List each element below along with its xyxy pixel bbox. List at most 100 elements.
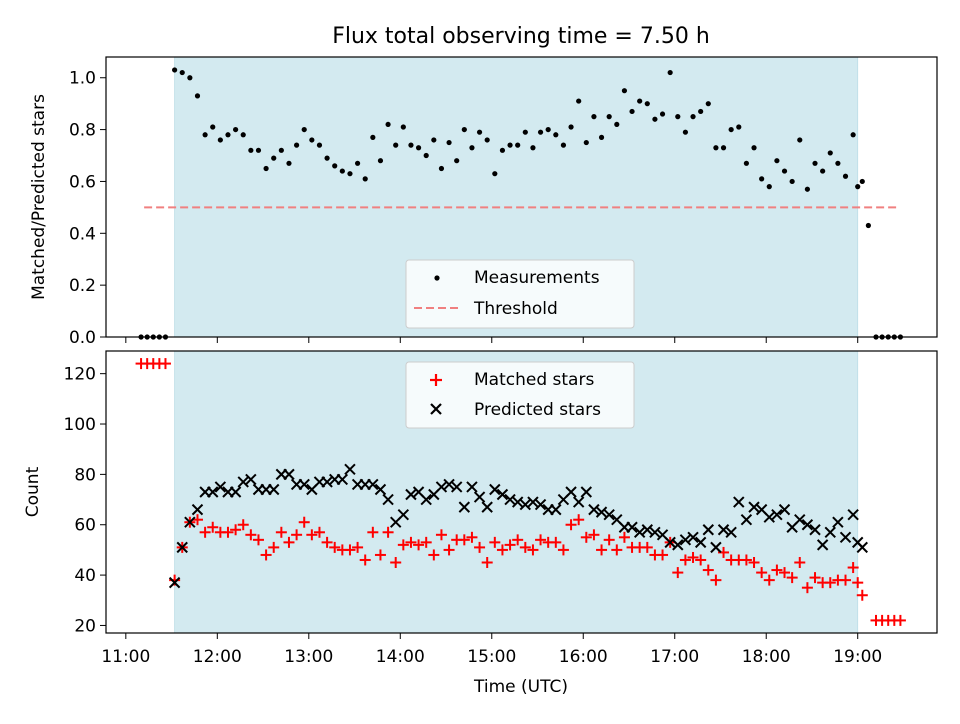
matched-star-point bbox=[852, 577, 864, 589]
predicted-star-point bbox=[725, 526, 737, 538]
matched-star-point bbox=[245, 529, 257, 541]
matched-star-point bbox=[801, 582, 813, 594]
measurement-point bbox=[423, 152, 429, 159]
measurement-point bbox=[301, 126, 307, 133]
matched-star-point bbox=[367, 526, 379, 538]
measurements-legend-label: Measurements bbox=[474, 268, 600, 288]
matched-star-point bbox=[313, 526, 325, 538]
measurement-point bbox=[454, 158, 460, 164]
matched-star-point bbox=[344, 544, 356, 556]
count-y-tick-label: 20 bbox=[74, 616, 96, 636]
counts-legend: Matched stars Predicted stars bbox=[405, 361, 635, 429]
matched-star-point bbox=[420, 536, 432, 548]
predicted-star-point bbox=[733, 496, 745, 508]
time-x-tick-label: 16:00 bbox=[559, 647, 608, 667]
predicted-star-point bbox=[504, 493, 516, 506]
matched-star-point bbox=[199, 526, 211, 538]
predicted-star-point bbox=[763, 511, 775, 523]
ratio-y-tick-label: 0.8 bbox=[69, 121, 96, 141]
measurement-point bbox=[606, 114, 612, 120]
time-x-tick-label: 17:00 bbox=[650, 647, 699, 667]
matched-star-point bbox=[237, 519, 249, 531]
measurement-point bbox=[278, 147, 284, 153]
predicted-star-point bbox=[748, 501, 760, 513]
counts-panel-frame bbox=[105, 350, 938, 634]
predicted-star-point bbox=[382, 493, 394, 506]
predicted-star-point bbox=[511, 496, 524, 508]
matched-star-point bbox=[252, 534, 264, 546]
measurement-point bbox=[855, 184, 861, 190]
measurement-point bbox=[583, 139, 589, 146]
measurement-point bbox=[713, 145, 719, 151]
measurement-point bbox=[476, 129, 483, 135]
matched-star-point bbox=[756, 567, 768, 579]
matched-star-point bbox=[557, 544, 569, 556]
predicted-star-point bbox=[367, 478, 379, 491]
matched-star-point bbox=[413, 539, 425, 551]
ratio-legend: Measurements Threshold bbox=[405, 259, 635, 329]
predicted-star-point bbox=[405, 488, 417, 501]
measurement-point bbox=[400, 124, 406, 130]
matched-legend-marker bbox=[430, 374, 442, 386]
matched-star-point bbox=[687, 551, 699, 563]
measurement-point bbox=[614, 121, 620, 128]
predicted-star-point bbox=[489, 483, 501, 496]
predicted-star-point bbox=[694, 536, 707, 549]
measurement-point bbox=[484, 137, 490, 143]
measurement-point bbox=[865, 222, 871, 229]
measurement-point bbox=[194, 93, 201, 99]
predicted-star-point bbox=[397, 508, 410, 521]
measurements-legend-marker bbox=[434, 275, 440, 281]
predicted-star-point bbox=[672, 539, 684, 551]
measurement-point bbox=[347, 171, 353, 177]
matched-star-point bbox=[382, 526, 394, 538]
count-y-tick-label: 60 bbox=[74, 516, 96, 536]
predicted-star-point bbox=[298, 478, 310, 491]
matched-star-point bbox=[352, 541, 364, 553]
count-y-tick-label: 100 bbox=[64, 415, 96, 435]
predicted-star-point bbox=[481, 501, 493, 513]
predicted-legend-label: Predicted stars bbox=[474, 400, 601, 420]
matched-star-point bbox=[588, 529, 600, 541]
predicted-star-point bbox=[321, 476, 333, 488]
matched-star-point bbox=[458, 534, 470, 546]
matched-star-point bbox=[191, 514, 203, 526]
predicted-star-point bbox=[595, 506, 608, 518]
measurement-point bbox=[781, 168, 788, 174]
ratio-panel-frame bbox=[105, 56, 938, 338]
matched-star-point bbox=[321, 536, 333, 548]
predicted-star-point bbox=[207, 486, 219, 498]
matched-star-point bbox=[397, 539, 409, 551]
matched-star-point bbox=[291, 529, 303, 541]
predicted-star-point bbox=[702, 524, 714, 536]
predicted-star-point bbox=[839, 531, 852, 544]
matched-star-point bbox=[527, 544, 539, 556]
measurement-point bbox=[720, 145, 727, 151]
measurement-point bbox=[469, 145, 475, 151]
measurement-point bbox=[842, 173, 849, 179]
measurement-point bbox=[225, 132, 231, 138]
matched-star-point bbox=[230, 524, 242, 536]
matched-star-point bbox=[856, 589, 868, 601]
measurement-point bbox=[248, 147, 254, 153]
predicted-star-point bbox=[229, 486, 242, 498]
ratio-legend-box bbox=[405, 259, 635, 329]
matched-star-point bbox=[306, 529, 318, 541]
measurement-point bbox=[172, 67, 178, 73]
predicted-star-point bbox=[740, 513, 753, 526]
matched-star-point bbox=[268, 541, 280, 553]
chart-title: Flux total observing time = 7.50 h bbox=[332, 24, 710, 49]
ratio-panel: 0.0 0.2 0.4 0.6 0.8 1.0 Matched/Predicted sta… bbox=[29, 56, 938, 348]
predicted-star-point bbox=[420, 493, 432, 506]
count-y-tick-label: 80 bbox=[74, 465, 96, 485]
counts-panel: 20 40 60 80 100 120 11:00 12:00 13:00 14:00 15:00 1… bbox=[23, 350, 938, 697]
measurement-point bbox=[804, 186, 810, 192]
predicted-star-point bbox=[801, 519, 814, 531]
measurement-point bbox=[507, 142, 513, 148]
matched-star-point bbox=[519, 541, 531, 553]
matched-star-point bbox=[374, 549, 386, 561]
predicted-star-point bbox=[191, 503, 204, 516]
matched-star-point bbox=[504, 539, 516, 551]
predicted-star-point bbox=[565, 486, 577, 498]
